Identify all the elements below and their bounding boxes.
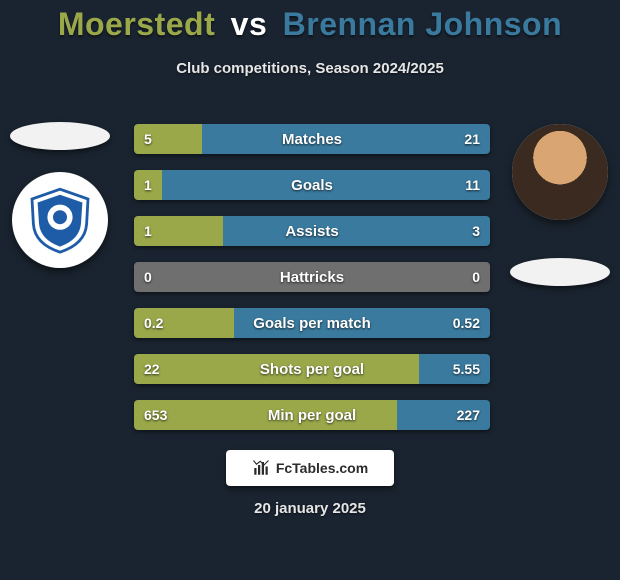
club-crest-left xyxy=(12,172,108,268)
stat-label: Goals per match xyxy=(134,308,490,338)
country-ellipse-left xyxy=(10,122,110,150)
comparison-title: Moerstedt vs Brennan Johnson xyxy=(0,6,620,43)
stat-bars: 521Matches 111Goals 13Assists 00Hattricks 0.… xyxy=(134,124,490,446)
stat-row: 521Matches xyxy=(134,124,490,154)
stat-row: 111Goals xyxy=(134,170,490,200)
date-label: 20 january 2025 xyxy=(0,500,620,517)
country-ellipse-right xyxy=(510,258,610,286)
stat-label: Shots per goal xyxy=(134,354,490,384)
stat-row: 00Hattricks xyxy=(134,262,490,292)
vs-label: vs xyxy=(231,6,268,42)
stat-row: 653227Min per goal xyxy=(134,400,490,430)
stat-label: Min per goal xyxy=(134,400,490,430)
stat-row: 0.20.52Goals per match xyxy=(134,308,490,338)
subtitle: Club competitions, Season 2024/2025 xyxy=(0,60,620,77)
player2-name: Brennan Johnson xyxy=(283,6,563,42)
stat-row: 13Assists xyxy=(134,216,490,246)
bar-chart-icon xyxy=(252,459,270,477)
fctables-label: FcTables.com xyxy=(276,460,368,476)
stat-label: Assists xyxy=(134,216,490,246)
stat-label: Goals xyxy=(134,170,490,200)
fctables-badge: FcTables.com xyxy=(226,450,394,486)
face-placeholder-icon xyxy=(512,124,608,220)
player1-name: Moerstedt xyxy=(58,6,215,42)
stat-label: Hattricks xyxy=(134,262,490,292)
player-photo-right xyxy=(512,124,608,220)
hoffenheim-crest-icon xyxy=(25,185,95,255)
stat-row: 225.55Shots per goal xyxy=(134,354,490,384)
stat-label: Matches xyxy=(134,124,490,154)
